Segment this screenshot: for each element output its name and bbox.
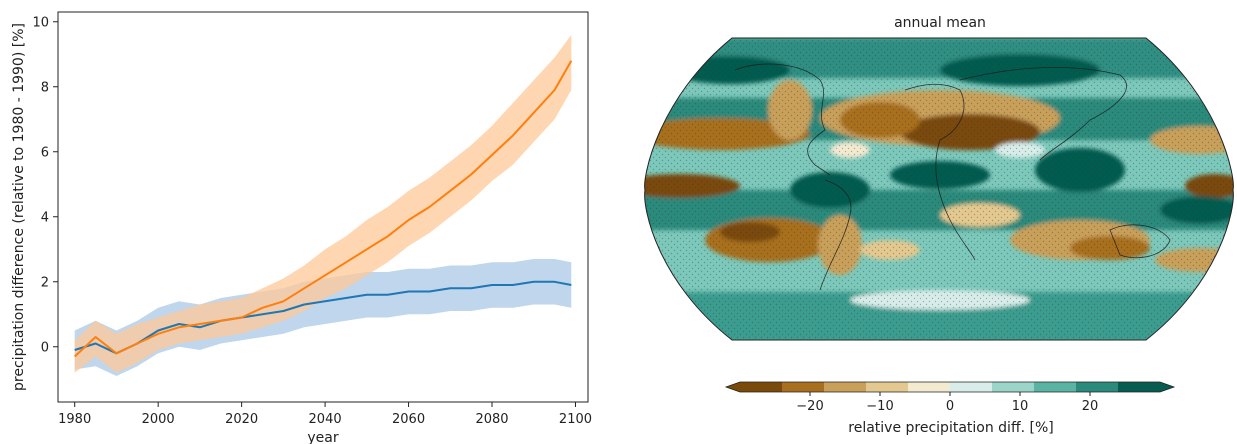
annual-mean-map-panel: annual mean xyxy=(644,15,1234,436)
colorbar-outline xyxy=(724,381,1176,393)
colorbar-segment xyxy=(1076,382,1119,392)
colorbar-segment xyxy=(1118,382,1161,392)
world-map xyxy=(644,38,1234,340)
x-tick-label: 2040 xyxy=(309,412,342,427)
x-tick-label: 1980 xyxy=(58,412,91,427)
colorbar-tick-label: −20 xyxy=(796,399,823,414)
colorbar-segment xyxy=(782,382,825,392)
colorbar-segment xyxy=(824,382,867,392)
y-tick-label: 0 xyxy=(41,340,49,355)
colorbar-extend-low xyxy=(726,382,740,392)
series-lines xyxy=(74,60,573,358)
x-tick-label: 2060 xyxy=(392,412,425,427)
map-title: annual mean xyxy=(894,15,986,31)
y-tick-label: 10 xyxy=(32,15,49,30)
y-tick-label: 2 xyxy=(41,275,49,290)
colorbar-tick-label: 20 xyxy=(1082,399,1099,414)
colorbar-segment xyxy=(992,382,1035,392)
colorbar-segment xyxy=(740,382,783,392)
series-1-band xyxy=(74,34,572,373)
y-tick-label: 8 xyxy=(41,80,49,95)
colorbar-extend-high xyxy=(1160,382,1174,392)
x-tick-label: 2080 xyxy=(475,412,508,427)
colorbar-ticks: −20 −10 0 10 20 xyxy=(796,392,1098,414)
plot-frame xyxy=(57,11,589,403)
y-tick-label: 4 xyxy=(41,210,49,225)
colorbar-segment xyxy=(908,382,951,392)
colorbar-segment xyxy=(866,382,909,392)
x-axis-ticks: 1980 2000 2020 2040 2060 2080 2100 xyxy=(58,402,592,427)
colorbar xyxy=(724,381,1176,393)
colorbar-label: relative precipitation diff. [%] xyxy=(848,420,1053,436)
colorbar-segment xyxy=(950,382,993,392)
uncertainty-bands xyxy=(74,34,572,376)
colorbar-tick-label: 0 xyxy=(946,399,954,414)
y-axis-ticks: 0 2 4 6 8 10 xyxy=(32,15,58,355)
x-tick-label: 2020 xyxy=(225,412,258,427)
precipitation-line-chart: 1980 2000 2020 2040 2060 2080 2100 0 2 4 6 8 10 yea… xyxy=(11,11,592,444)
colorbar-tick-label: −10 xyxy=(866,399,893,414)
map-outline xyxy=(644,37,1234,341)
x-tick-label: 2100 xyxy=(559,412,592,427)
y-axis-title: precipitation difference (relative to 19… xyxy=(11,23,27,391)
x-axis-title: year xyxy=(307,430,338,444)
x-tick-label: 2000 xyxy=(142,412,175,427)
colorbar-segment xyxy=(1034,382,1077,392)
colorbar-tick-label: 10 xyxy=(1012,399,1029,414)
y-tick-label: 6 xyxy=(41,145,49,160)
